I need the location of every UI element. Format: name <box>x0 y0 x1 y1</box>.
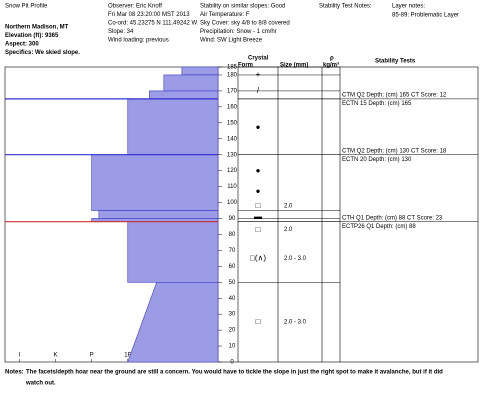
header-field: Northern Madison, MT <box>5 25 69 31</box>
notes-line: watch out. <box>25 381 56 387</box>
y-tick-label: 60 <box>229 264 236 270</box>
y-tick-label: 40 <box>229 296 236 302</box>
hardness-label: I <box>19 353 21 359</box>
header-field: Sky Cover: sky 4/8 to 8/8 covered <box>200 21 290 27</box>
y-tick-label: 50 <box>229 280 236 286</box>
layer-note: 85-89: Problematic Layer <box>392 13 459 19</box>
y-tick-label: 170 <box>227 88 238 94</box>
header-field: Air Temperature: F <box>200 12 250 18</box>
hardness-layer <box>181 66 219 76</box>
hardness-layer <box>127 281 219 363</box>
stability-test: ECTP26 Q1 Depth: (cm) 88 <box>342 224 416 230</box>
y-tick-label: 120 <box>227 168 238 174</box>
layer-notes-title: Layer notes: <box>392 4 425 10</box>
y-tick-label: 0 <box>230 360 234 366</box>
y-tick-label: 130 <box>227 152 238 158</box>
rho-unit: kg/m³ <box>323 62 339 69</box>
notes-line: The facets/depth hoar near the ground ar… <box>26 370 443 376</box>
crystal-form: ● <box>256 166 261 175</box>
y-tick-label: 90 <box>229 216 236 222</box>
header-field: Wind loading: previous <box>108 38 169 44</box>
hardness-layer <box>163 74 219 92</box>
header-field: Precipitation: Snow - 1 cm/hr <box>200 29 277 35</box>
header-field: Fri Mar 08 23:20:00 MST 2013 <box>108 12 190 18</box>
y-tick-label: 110 <box>227 184 237 190</box>
y-tick-label: 20 <box>229 328 236 334</box>
test-notes-title: Stability Test Notes: <box>319 4 372 10</box>
stability-test: CTH Q1 Depth: (cm) 88 CT Score: 23 <box>342 215 443 221</box>
hardness-layer <box>98 210 219 219</box>
hardness-label: K <box>54 353 58 359</box>
crystal-form: ● <box>256 123 261 132</box>
header-field: Co-ord: 45.23275 N 111.49242 W <box>108 21 198 27</box>
hardness-layer <box>127 98 219 156</box>
y-tick-label: 185 <box>227 65 238 71</box>
header-field: Wind: SW Light Breeze <box>200 38 263 44</box>
y-tick-label: 140 <box>227 136 238 142</box>
crystal-form: □ <box>256 317 261 326</box>
size-header: Size (mm) <box>280 63 308 69</box>
header-field: Observer: Eric Knoff <box>108 4 162 10</box>
header-field: Elevation (ft): 9365 <box>5 33 59 39</box>
stability-test: ECTN 20 Depth: (cm) 130 <box>342 157 412 163</box>
header-field: Specifics: We skied slope. <box>5 50 80 56</box>
tests-header: Stability Tests <box>375 59 416 65</box>
crystal-form: □(∧) <box>250 253 266 262</box>
y-tick-label: 180 <box>227 73 238 79</box>
y-tick-label: 70 <box>229 248 236 254</box>
y-tick-label: 160 <box>227 104 238 110</box>
y-tick-label: 80 <box>229 232 236 238</box>
rho-header: ρ <box>330 56 334 62</box>
title: Snow Pit Profile <box>5 4 48 10</box>
hardness-layer <box>127 221 219 283</box>
stability-test: ECTN 15 Depth: (cm) 165 <box>342 101 412 107</box>
y-tick-label: 10 <box>229 344 236 350</box>
y-tick-label: 30 <box>229 312 236 318</box>
crystal-form: / <box>257 86 260 95</box>
crystal-size: 2.0 - 3.0 <box>284 320 307 326</box>
crystal-form: + <box>256 70 261 79</box>
crystal-size: 2.0 <box>284 227 293 233</box>
form-header: Form <box>238 63 253 69</box>
hardness-label: P <box>90 353 94 359</box>
notes-label: Notes: <box>5 370 24 376</box>
stability-test: CTM Q2 Depth: (cm) 130 CT Score: 18 <box>342 148 447 154</box>
crystal-size: 2.0 - 3.0 <box>284 256 307 262</box>
crystal-header: Crystal <box>248 56 269 62</box>
y-tick-label: 100 <box>227 200 238 206</box>
hardness-label: 1F <box>124 353 131 359</box>
header-field: Stability on similar slopes: Good <box>200 4 285 10</box>
header-field: Aspect: 300 <box>5 42 39 48</box>
header-field: Slope: 34 <box>108 29 134 35</box>
hardness-layer <box>149 90 219 100</box>
stability-test: CTM Q2 Depth: (cm) 165 CT Score: 12 <box>342 92 447 98</box>
crystal-form: ▬ <box>254 212 262 221</box>
crystal-form: □ <box>256 201 261 210</box>
crystal-form: □ <box>256 225 261 234</box>
y-tick-label: 150 <box>227 120 238 126</box>
crystal-form: ● <box>256 186 261 195</box>
crystal-size: 2.0 <box>284 203 293 209</box>
hardness-layer <box>91 154 219 211</box>
